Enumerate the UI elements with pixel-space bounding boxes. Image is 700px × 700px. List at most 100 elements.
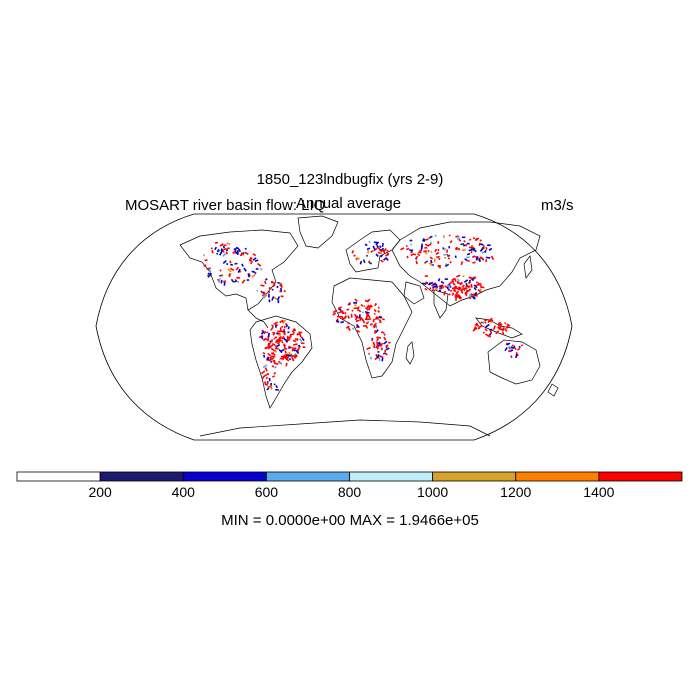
river-flow-point	[372, 245, 376, 251]
river-flow-point	[270, 338, 274, 343]
river-flow-point	[366, 307, 370, 311]
river-flow-point	[234, 279, 237, 282]
river-flow-point	[473, 286, 477, 291]
river-flow-point	[347, 315, 350, 319]
river-flow-point	[455, 235, 459, 238]
river-flow-point	[430, 250, 433, 254]
river-flow-point	[287, 354, 292, 357]
river-flow-point	[276, 285, 279, 289]
river-flow-point	[272, 284, 276, 288]
river-flow-point	[478, 324, 483, 329]
river-flow-point	[262, 351, 266, 355]
river-flow-point	[271, 347, 276, 352]
river-flow-point	[375, 253, 379, 257]
river-flow-point	[372, 325, 376, 329]
river-flow-point	[383, 340, 388, 345]
river-flow-point	[369, 323, 374, 326]
river-flow-point	[256, 289, 259, 292]
river-flow-point	[386, 253, 389, 256]
river-flow-point	[287, 331, 290, 334]
river-flow-point	[346, 308, 350, 311]
river-flow-point	[272, 355, 276, 358]
river-flow-point	[270, 325, 275, 330]
river-flow-point	[454, 255, 457, 259]
river-flow-point	[239, 254, 243, 257]
colorbar-box	[265, 471, 350, 482]
river-flow-point	[241, 279, 246, 284]
river-flow-point	[383, 251, 386, 254]
river-flow-point	[353, 307, 358, 310]
river-flow-point	[443, 253, 448, 256]
river-flow-point	[354, 298, 358, 303]
river-flow-point	[424, 251, 428, 255]
river-flow-point	[475, 284, 478, 287]
river-flow-point	[243, 267, 247, 272]
river-flow-point	[365, 324, 369, 329]
coast-india	[433, 289, 449, 319]
river-flow-point	[351, 309, 354, 312]
river-flow-point	[218, 278, 221, 283]
river-flow-point	[506, 323, 511, 327]
river-flow-point	[456, 274, 461, 278]
river-flow-point	[278, 334, 281, 336]
river-flow-point	[484, 333, 490, 338]
river-flow-point	[341, 311, 345, 315]
river-flow-point	[406, 247, 410, 251]
river-flow-point	[428, 281, 434, 286]
river-flow-point	[282, 319, 287, 324]
river-flow-point	[367, 304, 371, 308]
river-flow-point	[457, 247, 461, 251]
river-flow-point	[271, 288, 274, 291]
river-flow-point	[257, 262, 262, 267]
river-flow-point	[450, 289, 453, 292]
river-flow-point	[277, 342, 280, 345]
river-flow-point	[387, 341, 391, 344]
river-flow-point	[265, 376, 269, 380]
river-flow-point	[268, 293, 270, 298]
river-flow-point	[291, 327, 296, 333]
river-flow-point	[504, 328, 508, 332]
coast-central-america	[247, 309, 269, 329]
river-flow-point	[437, 278, 441, 282]
river-flow-point	[484, 321, 487, 324]
river-flow-point	[223, 247, 227, 251]
river-flow-point	[254, 271, 257, 275]
river-flow-point	[233, 251, 237, 254]
river-flow-point	[222, 259, 227, 265]
river-flow-point	[495, 330, 500, 334]
river-flow-point	[208, 272, 212, 277]
river-flow-point	[461, 236, 466, 239]
river-flow-point	[267, 291, 271, 293]
river-flow-point	[463, 279, 469, 283]
coastlines	[179, 215, 559, 437]
river-flow-point	[233, 279, 238, 283]
river-flow-point	[383, 336, 387, 341]
river-flow-point	[251, 273, 256, 278]
river-flow-point	[340, 310, 344, 314]
river-flow-point	[383, 257, 387, 261]
river-flow-point	[283, 333, 286, 336]
river-flow-point	[379, 321, 382, 323]
river-flow-point	[284, 350, 287, 354]
coast-arabia	[403, 281, 425, 305]
river-flow-point	[353, 313, 358, 318]
river-flow-point	[267, 332, 271, 338]
colorbar-box	[349, 471, 434, 482]
river-flow-point	[261, 329, 264, 333]
river-flow-point	[506, 324, 509, 329]
river-flow-point	[438, 285, 443, 290]
river-flow-point	[211, 249, 214, 254]
river-flow-point	[273, 296, 278, 301]
river-flow-point	[220, 279, 223, 284]
river-flow-point	[236, 251, 239, 255]
river-flow-point	[280, 348, 285, 353]
river-flow-point	[203, 253, 206, 257]
river-flow-point	[264, 337, 270, 342]
river-flow-point	[370, 250, 374, 253]
river-flow-point	[428, 262, 433, 267]
river-flow-point	[380, 347, 383, 351]
river-flow-point	[474, 326, 478, 330]
river-flow-point	[364, 310, 370, 314]
